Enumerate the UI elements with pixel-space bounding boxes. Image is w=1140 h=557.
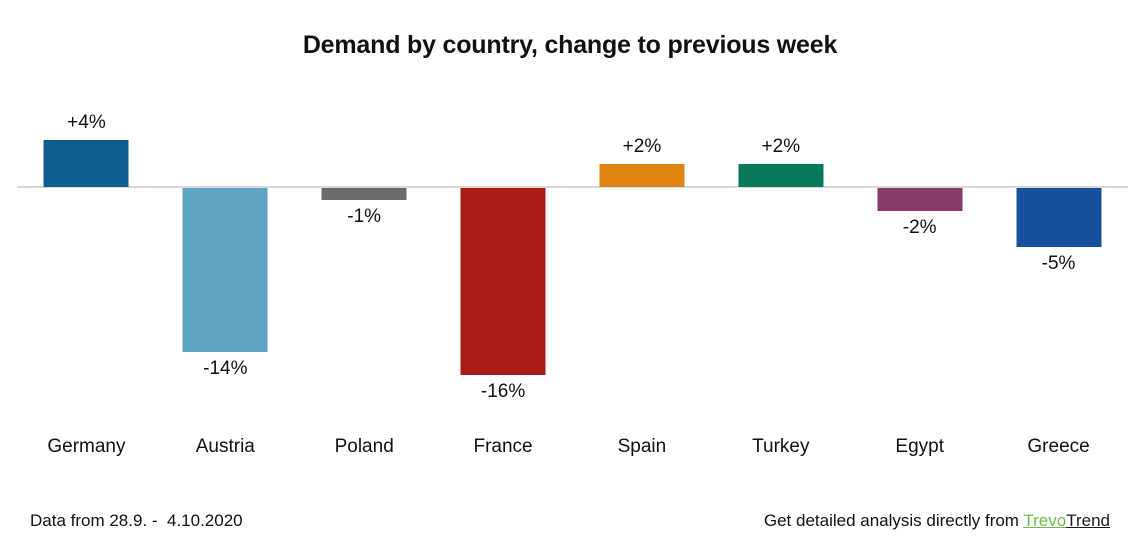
bar-france bbox=[460, 188, 546, 375]
bar-germany bbox=[43, 140, 129, 187]
cta-note: Get detailed analysis directly from Trev… bbox=[764, 511, 1110, 531]
bar-column-spain: +2% Spain bbox=[573, 100, 712, 470]
category-label: Austria bbox=[195, 436, 255, 457]
value-label: +4% bbox=[67, 112, 106, 133]
value-label: -14% bbox=[203, 358, 248, 379]
data-range-note: Data from 28.9. - 4.10.2020 bbox=[30, 511, 243, 530]
bar-poland bbox=[321, 188, 407, 200]
plot-area: +4% Germany -14% Austria -1% Poland -16%… bbox=[17, 100, 1128, 470]
value-label: -16% bbox=[480, 381, 526, 402]
value-label: +2% bbox=[761, 136, 801, 157]
category-label: Turkey bbox=[752, 436, 810, 457]
cta-text: Get detailed analysis directly from bbox=[763, 511, 1024, 530]
brand-part-trend: Trend bbox=[1066, 511, 1110, 530]
category-label: Egypt bbox=[895, 436, 944, 457]
bar-column-france: -16% France bbox=[434, 100, 573, 470]
value-label: -5% bbox=[1041, 253, 1076, 274]
value-label: -1% bbox=[347, 206, 382, 227]
bar-austria bbox=[182, 188, 268, 352]
bar-column-austria: -14% Austria bbox=[156, 100, 295, 470]
bar-column-germany: +4% Germany bbox=[17, 100, 156, 470]
value-label: +2% bbox=[622, 136, 662, 157]
bar-column-greece: -5% Greece bbox=[989, 100, 1128, 470]
bar-column-turkey: +2% Turkey bbox=[711, 100, 850, 470]
category-label: Greece bbox=[1027, 436, 1090, 457]
chart-title: Demand by country, change to previous we… bbox=[302, 31, 838, 59]
trevotrend-link[interactable]: TrevoTrend bbox=[1023, 511, 1110, 530]
bar-spain bbox=[599, 164, 685, 187]
bar-column-poland: -1% Poland bbox=[295, 100, 434, 470]
brand-part-trevo: Trevo bbox=[1023, 511, 1067, 530]
category-label: Germany bbox=[47, 436, 126, 457]
bar-egypt bbox=[877, 188, 963, 211]
bar-column-egypt: -2% Egypt bbox=[850, 100, 989, 470]
bar-turkey bbox=[738, 164, 824, 187]
bar-greece bbox=[1016, 188, 1102, 247]
category-label: Spain bbox=[617, 436, 667, 457]
value-label: -2% bbox=[902, 217, 937, 238]
category-label: France bbox=[473, 436, 533, 457]
zero-axis-line bbox=[17, 186, 1128, 188]
category-label: Poland bbox=[334, 436, 394, 457]
